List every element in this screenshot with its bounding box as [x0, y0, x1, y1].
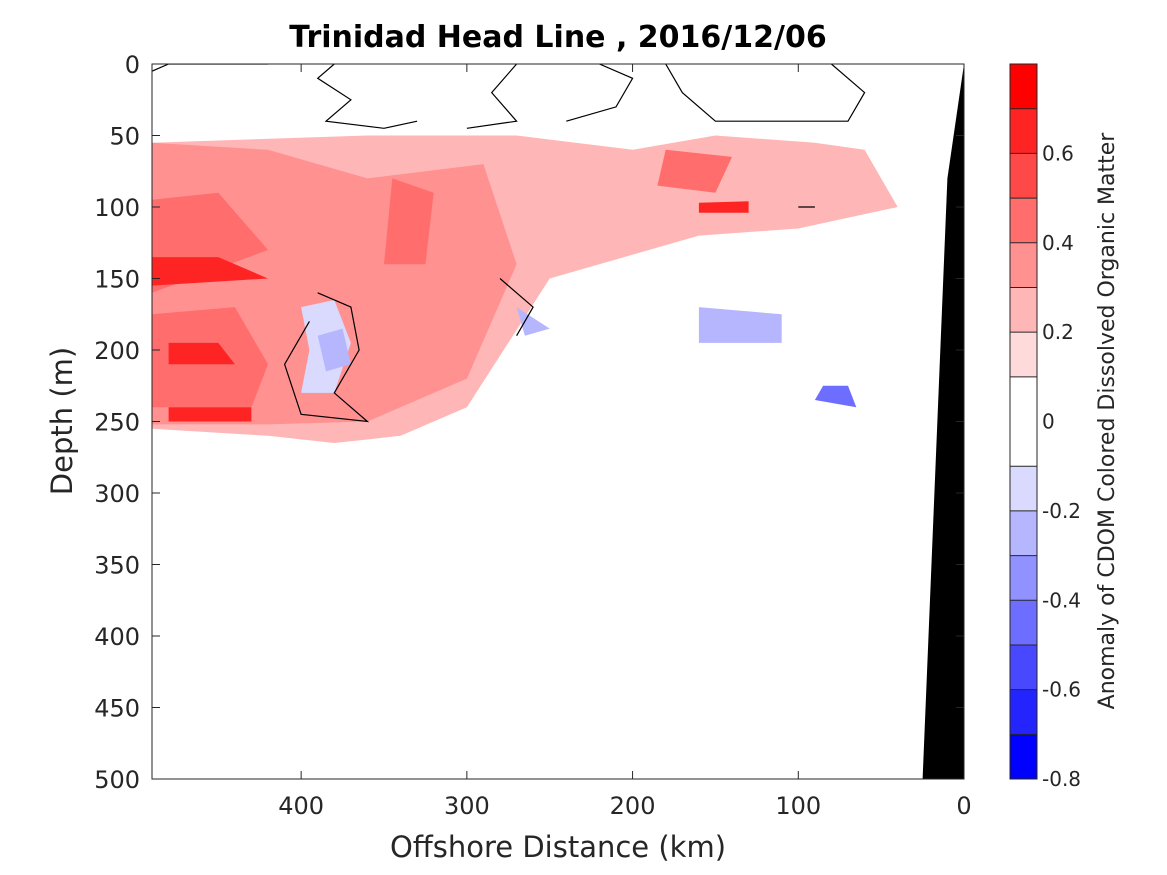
- colorbar-tick-label: 0.6: [1042, 141, 1074, 165]
- y-tick-label: 450: [94, 695, 140, 723]
- zero-contour-line: [665, 64, 866, 122]
- colorbar-segment: [1010, 555, 1037, 601]
- chart-title: Trinidad Head Line , 2016/12/06: [289, 20, 826, 55]
- x-tick-label: 300: [444, 792, 490, 820]
- anomaly-region: [168, 407, 252, 422]
- colorbar-segment: [1010, 153, 1037, 199]
- y-tick-label: 150: [94, 266, 140, 294]
- colorbar-segment: [1010, 510, 1037, 556]
- colorbar-tick-label: -0.6: [1042, 678, 1081, 702]
- zero-contour-line: [316, 64, 418, 129]
- anomaly-region: [152, 257, 268, 286]
- colorbar-segment: [1010, 734, 1037, 779]
- seafloor-bathymetry: [922, 64, 964, 779]
- colorbar-tick-label: 0.4: [1042, 231, 1074, 255]
- colorbar-segment: [1010, 287, 1037, 333]
- zero-contour-line: [152, 64, 268, 72]
- x-tick-label: 0: [956, 792, 971, 820]
- y-tick-label: 300: [94, 480, 140, 508]
- y-tick-label: 350: [94, 552, 140, 580]
- zero-contour-line: [566, 64, 634, 122]
- y-tick-label: 200: [94, 337, 140, 365]
- colorbar-tick-label: 0: [1042, 410, 1055, 434]
- colorbar-segment: [1010, 689, 1037, 735]
- anomaly-region: [814, 385, 857, 408]
- zero-contour-line: [283, 292, 370, 423]
- colorbar-segment: [1010, 332, 1037, 377]
- colorbar: 0.6 0.4 0.2 0 -0.2 -0.4 -0.6 -0.8: [1009, 63, 1081, 791]
- y-axis-label: Depth (m): [45, 347, 79, 495]
- anomaly-region: [317, 328, 351, 372]
- anomaly-region: [657, 149, 732, 193]
- colorbar-tick-label: -0.2: [1042, 499, 1081, 523]
- colorbar-tick-label: -0.4: [1042, 588, 1081, 612]
- y-tick-label: 400: [94, 623, 140, 651]
- colorbar-segment: [1010, 64, 1037, 109]
- colorbar-segment: [1010, 108, 1037, 154]
- anomaly-region: [384, 178, 434, 265]
- colorbar-tick-label: -0.8: [1042, 767, 1081, 791]
- x-axis-ticks: 400 300 200 100 0: [278, 64, 972, 820]
- colorbar-segment: [1010, 600, 1037, 645]
- x-tick-label: 400: [278, 792, 324, 820]
- colorbar-segment: [1010, 466, 1037, 511]
- bathymetry: [922, 64, 964, 779]
- x-tick-label: 200: [610, 792, 656, 820]
- anomaly-region: [516, 307, 550, 336]
- colorbar-frame: [1009, 63, 1038, 780]
- colorbar-label: Anomaly of CDOM Colored Dissolved Organi…: [1095, 132, 1120, 710]
- zero-contour-line: [499, 278, 534, 336]
- colorbar-segment: [1010, 644, 1037, 690]
- y-tick-label: 500: [94, 766, 140, 794]
- zero-contour-line: [466, 64, 518, 129]
- y-tick-label: 0: [125, 51, 140, 79]
- colorbar-segment: [1010, 198, 1037, 243]
- anomaly-region: [168, 342, 235, 365]
- y-tick-label: 100: [94, 194, 140, 222]
- colorbar-tick-label: 0.2: [1042, 320, 1074, 344]
- anomaly-region: [698, 307, 782, 343]
- y-tick-label: 50: [109, 123, 140, 151]
- colorbar-segment: [1010, 242, 1037, 288]
- x-axis-label: Offshore Distance (km): [390, 830, 726, 864]
- zero-contours: [152, 64, 866, 423]
- colorbar-segment: [1010, 376, 1037, 467]
- y-axis-ticks: 0 50 100 150 200 250 300 350 400 450 500: [94, 51, 964, 794]
- y-tick-label: 250: [94, 409, 140, 437]
- anomaly-regions: [152, 135, 898, 443]
- x-tick-label: 100: [775, 792, 821, 820]
- anomaly-region: [698, 201, 749, 213]
